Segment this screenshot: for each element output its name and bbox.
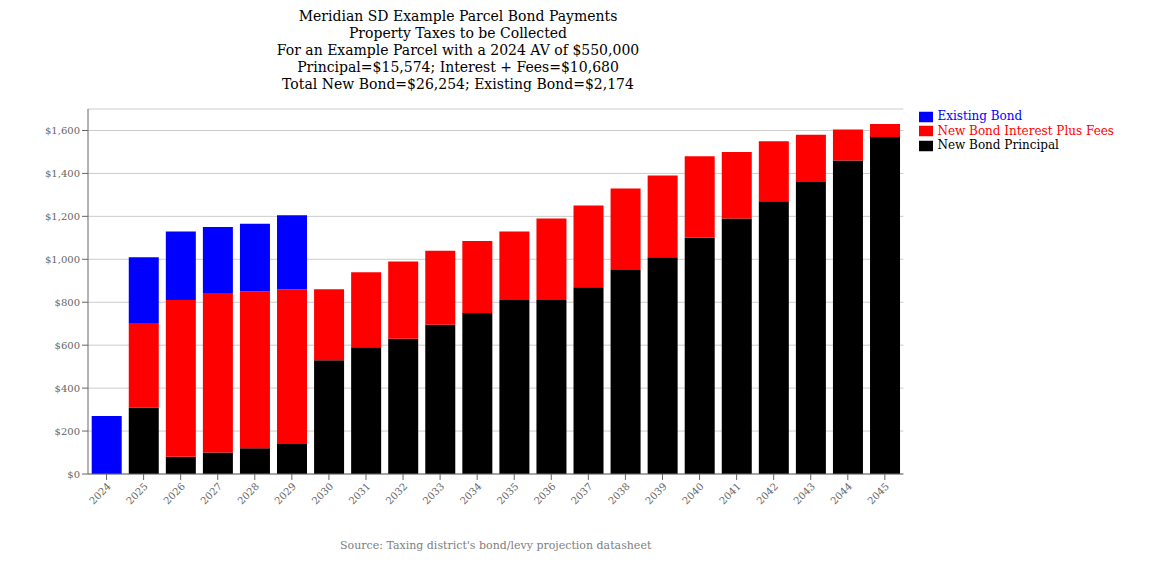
svg-text:2038: 2038	[606, 481, 632, 507]
svg-text:2043: 2043	[791, 481, 817, 507]
svg-text:2045: 2045	[866, 481, 892, 507]
html-text:Property Taxes to be Collected: Property Taxes to be Collected	[348, 25, 568, 41]
svg-text:2031: 2031	[347, 481, 373, 507]
html-text:Total New Bond=$26,254; Existi: Total New Bond=$26,254; Existing Bond=$2…	[282, 76, 634, 92]
html-text:Principal=$15,574; Interest +: Principal=$15,574; Interest + Fees=$10,6…	[297, 59, 619, 75]
html-text:New Bond Principal: New Bond Principal	[937, 138, 1059, 152]
svg-text:2027: 2027	[198, 481, 224, 507]
svg-text:2036: 2036	[532, 481, 558, 507]
svg-text:2044: 2044	[828, 481, 854, 507]
svg-text:2024: 2024	[87, 481, 113, 507]
html-text:Meridian SD Example Parcel Bon: Meridian SD Example Parcel Bond Payments	[298, 8, 618, 24]
svg-text:2034: 2034	[458, 481, 484, 507]
svg-text:$1,400: $1,400	[45, 168, 80, 179]
svg-text:$200: $200	[55, 426, 80, 437]
svg-text:2041: 2041	[717, 481, 743, 507]
svg-text:$1,000: $1,000	[45, 254, 80, 265]
svg-text:2035: 2035	[495, 481, 521, 507]
svg-text:$0: $0	[67, 469, 80, 480]
svg-text:Source: Taxing district's bond: Source: Taxing district's bond/levy proj…	[340, 539, 652, 552]
svg-text:$1,600: $1,600	[45, 125, 80, 136]
svg-text:2030: 2030	[310, 481, 336, 507]
svg-text:$400: $400	[55, 383, 80, 394]
svg-text:$600: $600	[55, 340, 80, 351]
html-text:Existing Bond: Existing Bond	[937, 109, 1023, 123]
svg-text:2026: 2026	[161, 481, 187, 507]
svg-text:2037: 2037	[569, 481, 595, 507]
svg-text:2040: 2040	[680, 481, 706, 507]
svg-text:2032: 2032	[384, 481, 410, 507]
svg-text:$800: $800	[55, 297, 80, 308]
html-text:For an Example Parcel with a 2: For an Example Parcel with a 2024 AV of …	[276, 42, 640, 58]
svg-text:2042: 2042	[754, 481, 780, 507]
svg-text:2033: 2033	[421, 481, 447, 507]
html-text:New Bond Interest Plus Fees: New Bond Interest Plus Fees	[937, 123, 1114, 138]
svg-text:2039: 2039	[643, 481, 669, 507]
svg-text:2025: 2025	[124, 481, 150, 507]
svg-text:$1,200: $1,200	[45, 211, 80, 222]
svg-text:2028: 2028	[235, 481, 261, 507]
svg-text:2029: 2029	[273, 481, 299, 507]
